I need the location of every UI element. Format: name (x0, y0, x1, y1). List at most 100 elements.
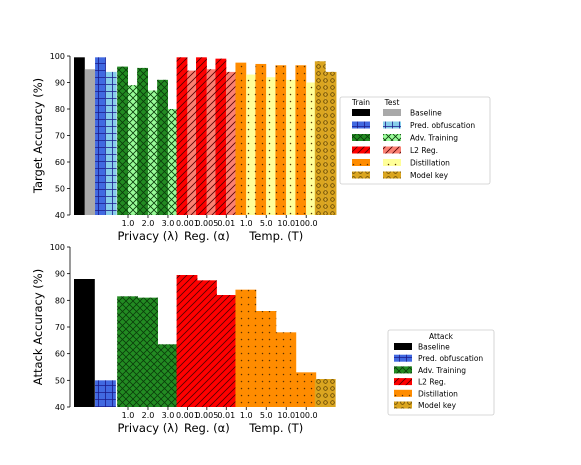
train-bar-distill (255, 63, 267, 216)
test-bar-pred (105, 71, 117, 216)
y-tick-label: 40 (55, 403, 65, 412)
attack-bar-distill (295, 372, 317, 407)
x-tick-label: 100.0 (295, 411, 318, 420)
x-tick-label: 5.0 (260, 411, 273, 420)
attack-legend: Attack Baseline Pred. obfuscation Adv. Trai… (387, 329, 495, 416)
legend-swatch-train (352, 159, 370, 166)
legend-swatch-train (352, 146, 370, 154)
train-bar-modelkey (314, 61, 326, 215)
legend-label: Distillation (410, 159, 450, 168)
legend-swatch-train (352, 121, 370, 129)
legend-label: Model key (410, 171, 449, 180)
legend-label: Model key (418, 401, 457, 410)
test-bar-l2 (206, 69, 218, 215)
y-tick-label: 50 (55, 376, 65, 385)
attack-bar-distill (255, 311, 277, 407)
x-tick-label: 5.0 (260, 219, 273, 228)
train-bar-distill (235, 62, 247, 215)
train-bar-adv (137, 67, 148, 215)
y-tick-label: 60 (55, 158, 65, 167)
train-bar-adv (157, 79, 168, 215)
legend-swatch (394, 354, 412, 362)
y-tick-label: 90 (55, 79, 65, 88)
x-tick-label: 1.0 (122, 411, 135, 420)
legend-swatch (394, 343, 412, 350)
group-label: Privacy (λ) (117, 229, 178, 243)
legend-label: Baseline (418, 343, 450, 352)
x-tick-label: 3.0 (162, 219, 175, 228)
train-bar-l2 (196, 57, 207, 216)
legend-swatch-test (383, 159, 401, 166)
x-tick-label: 0.001 (176, 411, 199, 420)
legend-title: Attack (429, 332, 454, 341)
y-tick-label: 80 (55, 105, 65, 114)
y-tick-label: 60 (55, 350, 65, 359)
test-bar-adv (128, 85, 139, 216)
legend-label: Pred. obfuscation (410, 121, 475, 130)
y-tick-label: 100 (50, 52, 65, 61)
group-label: Temp. (T) (248, 421, 303, 435)
attack-bar-l2 (176, 275, 198, 407)
x-tick-label: 2.0 (142, 411, 155, 420)
legend-swatch (394, 401, 412, 409)
y-tick-label: 90 (55, 270, 65, 279)
attack-bar-l2 (196, 280, 217, 407)
attack-bars (74, 275, 336, 407)
legend-header-train: Train (351, 98, 370, 107)
legend-swatch (394, 378, 412, 386)
test-bar-distill (246, 74, 258, 215)
attack-bar-pred (95, 380, 116, 407)
y-tick-label: 70 (55, 323, 65, 332)
train-bar-l2 (215, 58, 227, 216)
x-tick-label: 1.0 (240, 411, 253, 420)
legend-swatch-test (383, 109, 401, 116)
train-bar-l2 (176, 57, 188, 216)
train-bar-adv (117, 66, 128, 215)
y-tick-label: 50 (55, 185, 65, 194)
y-axis-label: Target Accuracy (%) (31, 78, 45, 194)
attack-bar-modelkey (314, 379, 336, 407)
test-bar-adv (147, 90, 159, 215)
attack-bar-adv (117, 296, 138, 407)
y-axis-label: Attack Accuracy (%) (31, 269, 45, 385)
attack-bar-adv (157, 344, 178, 407)
x-tick-label: 10.0 (277, 219, 295, 228)
attack-bar-distill (235, 289, 257, 407)
test-bar-distill (306, 82, 317, 215)
y-tick-label: 80 (55, 296, 65, 305)
legend-label: Baseline (410, 109, 442, 118)
x-tick-label: 2.0 (142, 219, 155, 228)
legend-label: Pred. obfuscation (418, 354, 483, 363)
group-label: Privacy (λ) (117, 421, 178, 435)
legend-swatch-train (352, 109, 370, 116)
attack-bar-baseline (74, 279, 95, 407)
x-tick-label: 0.001 (176, 219, 199, 228)
x-tick-label: 0.01 (217, 411, 235, 420)
x-tick-label: 3.0 (162, 411, 175, 420)
x-tick-label: 10.0 (277, 411, 295, 420)
test-bar-l2 (226, 71, 238, 216)
legend-swatch-test (383, 121, 401, 129)
x-tick-label: 0.01 (217, 219, 235, 228)
group-label: Temp. (T) (248, 229, 303, 243)
train-bar-pred (95, 57, 106, 216)
x-tick-label: 0.005 (195, 411, 218, 420)
legend-swatch (394, 366, 412, 374)
test-bar-adv (167, 109, 179, 215)
train-bar-distill (275, 65, 287, 216)
attack-bar-distill (275, 332, 297, 407)
train-bar-distill (295, 65, 307, 216)
legend-label: L2 Reg. (410, 146, 438, 155)
legend-swatch-train (352, 171, 370, 179)
target-legend: Train Test Baseline Pred. obfuscation Adv. T… (339, 96, 491, 185)
x-tick-label: 0.005 (195, 219, 218, 228)
legend-label: L2 Reg. (418, 378, 446, 387)
group-label: Reg. (α) (184, 229, 230, 243)
legend-swatch-test (383, 171, 401, 179)
legend-label: Adv. Training (418, 366, 466, 375)
legend-swatch (394, 389, 412, 397)
test-bar-distill (286, 79, 298, 215)
legend-swatch-test (383, 134, 401, 141)
